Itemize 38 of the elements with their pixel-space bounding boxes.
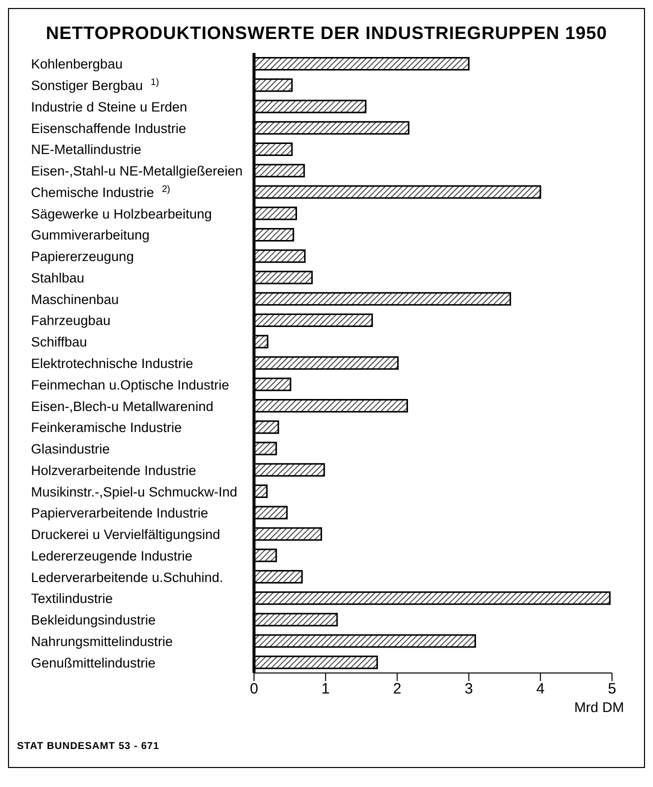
y-tick-label: Feinkeramische Industrie <box>31 420 182 436</box>
y-tick-label: Papierverarbeitende Industrie <box>31 506 208 521</box>
y-tick-label: Eisenschaffende Industrie <box>31 120 186 136</box>
y-tick-label: Elektrotechnische Industrie <box>31 356 194 371</box>
y-tick-label: Genußmittelindustrie <box>31 655 156 670</box>
y-tick-label: Sonstiger Bergbau $^{1)}$ <box>31 76 159 94</box>
y-tick-label: NE-Metallindustrie <box>31 142 142 158</box>
y-tick-label: Textilindustrie <box>31 591 113 606</box>
y-tick-label: Papiererzeugung <box>31 249 134 264</box>
text: STAT BUNDESAMT 53 - 671 <box>17 741 160 752</box>
y-tick-label: Industrie d Steine u Erden <box>31 99 188 114</box>
y-tick-label: Eisen-,Blech-u Metallwarenind <box>31 398 214 414</box>
y-tick-label: Chemische Industrie $^{2)}$ <box>31 183 170 200</box>
x-tick-label: 2 <box>393 680 402 698</box>
y-tick-label: Druckerei u Vervielfältigungsind <box>31 527 220 542</box>
y-tick-label: Gummiverarbeitung <box>31 228 150 243</box>
y-tick-label: Eisen-,Stahl-u NE-Metallgießereien <box>31 164 243 179</box>
y-tick-label: Lederverarbeitende u.Schuhind. <box>31 570 224 585</box>
y-tick-label: Ledererzeugende Industrie <box>31 548 192 564</box>
x-tick-label: 4 <box>536 680 545 698</box>
y-tick-label: Glasindustrie <box>31 442 110 457</box>
y-tick-label: Holzverarbeitende Industrie <box>31 462 196 478</box>
y-tick-label: Maschinenbau <box>31 292 119 307</box>
x-tick-label: 1 <box>321 680 330 698</box>
y-tick-label: Schiffbau <box>31 334 88 350</box>
y-tick-label: Bekleidungsindustrie <box>31 612 156 628</box>
chart-title: NETTOPRODUKTIONSWERTE DER INDUSTRIEGRUPPEN 1950 <box>44 23 608 44</box>
y-tick-label: Feinmechan u.Optische Industrie <box>31 377 230 392</box>
x-tick-label: 3 <box>464 680 473 698</box>
x-axis-title: Mrd DM <box>574 699 624 715</box>
x-tick-label: 5 <box>608 680 616 698</box>
y-tick-label: Kohlenbergbau <box>31 56 123 72</box>
y-tick-label: Stahlbau <box>31 270 84 286</box>
y-tick-label: Nahrungsmittelindustrie <box>31 634 173 649</box>
y-tick-label: Musikinstr.-,Spiel-u Schmuckw-Ind <box>31 484 238 500</box>
x-tick-label: 0 <box>250 680 258 698</box>
y-tick-label: Sägewerke u Holzbearbeitung <box>31 206 212 222</box>
y-tick-label: Fahrzeugbau <box>31 313 111 328</box>
